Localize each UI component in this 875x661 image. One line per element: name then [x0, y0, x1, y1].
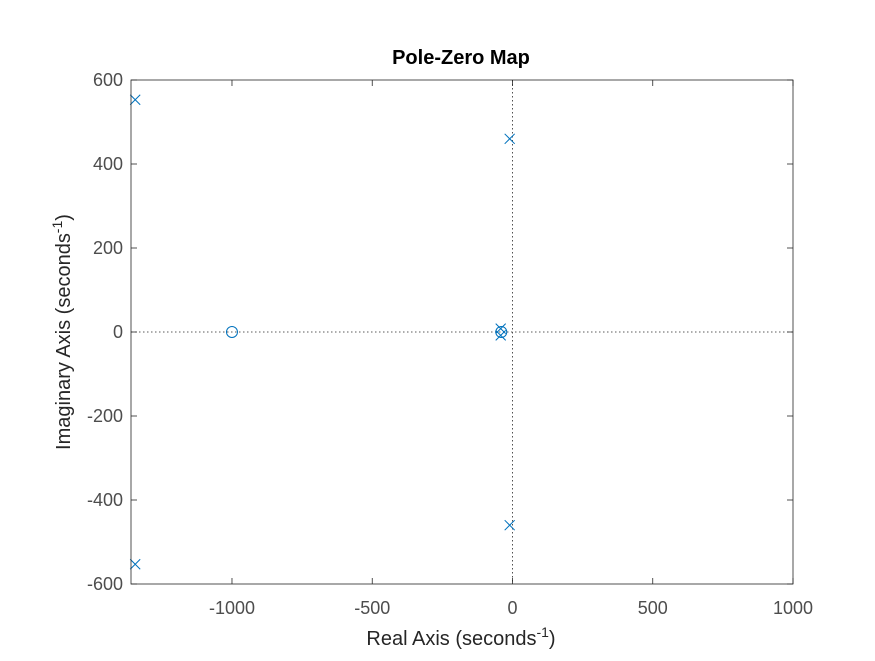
pole-marker	[129, 558, 141, 570]
x-axis-label-close: )	[549, 628, 556, 650]
y-axis-label: Imaginary Axis (seconds-1)	[49, 214, 75, 450]
y-tick-label: -600	[87, 574, 123, 594]
x-axis-label-text: Real Axis (seconds	[366, 628, 536, 650]
markers-layer	[129, 94, 516, 570]
reference-lines	[131, 80, 793, 584]
pole-marker	[504, 133, 516, 145]
y-tick-label: 600	[93, 70, 123, 90]
y-tick-label: -400	[87, 490, 123, 510]
x-tick-label: -500	[354, 598, 390, 618]
x-tick-label: 500	[638, 598, 668, 618]
zero-marker	[225, 326, 238, 338]
pole-marker	[504, 519, 516, 531]
pole-marker	[495, 330, 507, 341]
x-tick-label: 1000	[773, 598, 813, 618]
x-tick-label: -1000	[209, 598, 255, 618]
y-tick-label: 400	[93, 154, 123, 174]
y-axis-unit-exponent: -1	[49, 221, 65, 234]
zero-marker	[495, 326, 508, 338]
plot-area	[131, 80, 793, 584]
y-axis-label-close: )	[53, 214, 75, 221]
ticks-layer: -1000 -500 0 500 1000 -600 -400 -200 0 200 400 600	[87, 70, 813, 618]
y-tick-label: 0	[113, 322, 123, 342]
y-tick-label: 200	[93, 238, 123, 258]
y-axis-label-text: Imaginary Axis (seconds	[53, 233, 75, 450]
y-tick-label: -200	[87, 406, 123, 426]
x-axis-unit-exponent: -1	[536, 624, 549, 640]
chart-title: Pole-Zero Map	[392, 47, 530, 69]
x-tick-label: 0	[507, 598, 517, 618]
x-axis-label: Real Axis (seconds-1)	[366, 624, 555, 650]
pole-marker	[129, 94, 141, 106]
